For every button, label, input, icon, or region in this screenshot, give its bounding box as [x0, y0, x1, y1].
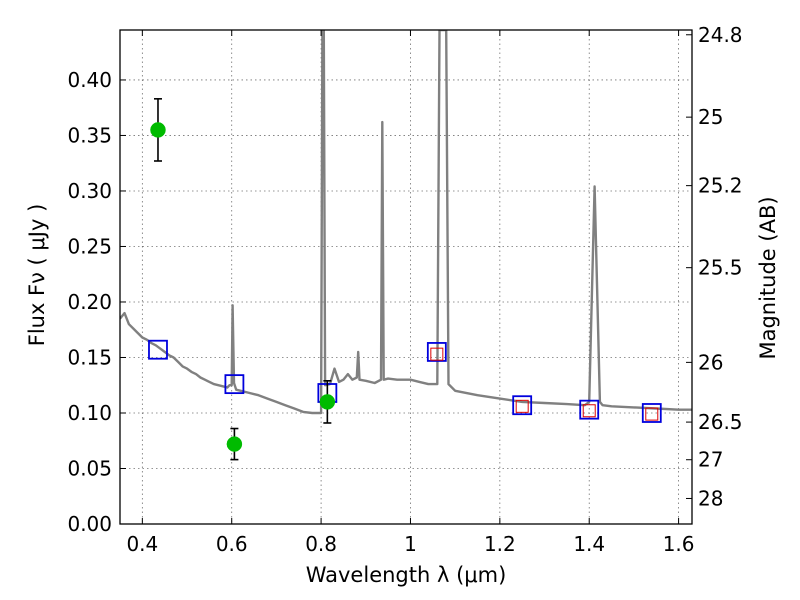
grid-lines: [120, 30, 692, 525]
axis-ticks: 0.4 0.6 0.8 1 1.2 1.4 1.6 0.00 0.05 0.10 0.15 0.20 0…: [67, 23, 742, 556]
x-tick-label: 0.6: [216, 532, 248, 556]
y2-tick-label: 27: [698, 448, 723, 472]
x-tick-label: 1.4: [573, 532, 605, 556]
plot-area: [120, 30, 692, 461]
model-photometry-square: [641, 403, 662, 423]
model-spectrum-line: [120, 30, 692, 415]
x-tick-label: 1: [404, 532, 417, 556]
y-tick-label: 0.15: [67, 345, 112, 369]
y2-tick-label: 26: [698, 350, 723, 374]
x-tick-label: 1.6: [663, 532, 695, 556]
model-photometry-square: [426, 342, 447, 362]
y2-tick-label: 25: [698, 105, 723, 129]
y-axis-label: Flux Fν ( μJy ): [25, 204, 49, 347]
plot-content: [120, 30, 692, 461]
plot-frame: [119, 29, 693, 525]
y2-tick-label: 26.5: [698, 410, 743, 434]
x-tick-label: 0.4: [126, 532, 158, 556]
y2-tick-label: 28: [698, 486, 723, 510]
x-axis-label: Wavelength λ (μm): [306, 563, 507, 587]
observed-flux-point: [226, 436, 243, 452]
x-tick-label: 0.8: [305, 532, 337, 556]
y-tick-label: 0.05: [67, 456, 112, 480]
overlay-square: [582, 404, 596, 418]
x-tick-label: 1.2: [484, 532, 516, 556]
y2-tick-label: 25.2: [698, 174, 743, 198]
y-tick-label: 0.40: [67, 68, 112, 92]
y2-axis-label: Magnitude (AB): [756, 196, 780, 359]
observed-flux-point: [150, 122, 166, 138]
overlay-square: [430, 347, 444, 361]
model-photometry-square: [512, 395, 533, 416]
y-tick-label: 0.30: [67, 179, 112, 203]
observed-flux-point: [319, 394, 336, 410]
y2-tick-label: 25.5: [698, 256, 743, 280]
y-tick-label: 0.20: [67, 290, 112, 314]
overlay-square: [645, 407, 659, 421]
y-tick-label: 0.00: [67, 512, 112, 536]
y-tick-label: 0.10: [67, 401, 112, 425]
model-photometry-square: [224, 374, 245, 395]
model-photometry-square: [579, 399, 600, 420]
y-tick-label: 0.35: [67, 123, 112, 147]
y2-tick-label: 24.8: [698, 23, 743, 47]
y-tick-label: 0.25: [67, 234, 112, 258]
model-photometry-square: [148, 339, 168, 360]
overlay-square: [515, 399, 529, 413]
